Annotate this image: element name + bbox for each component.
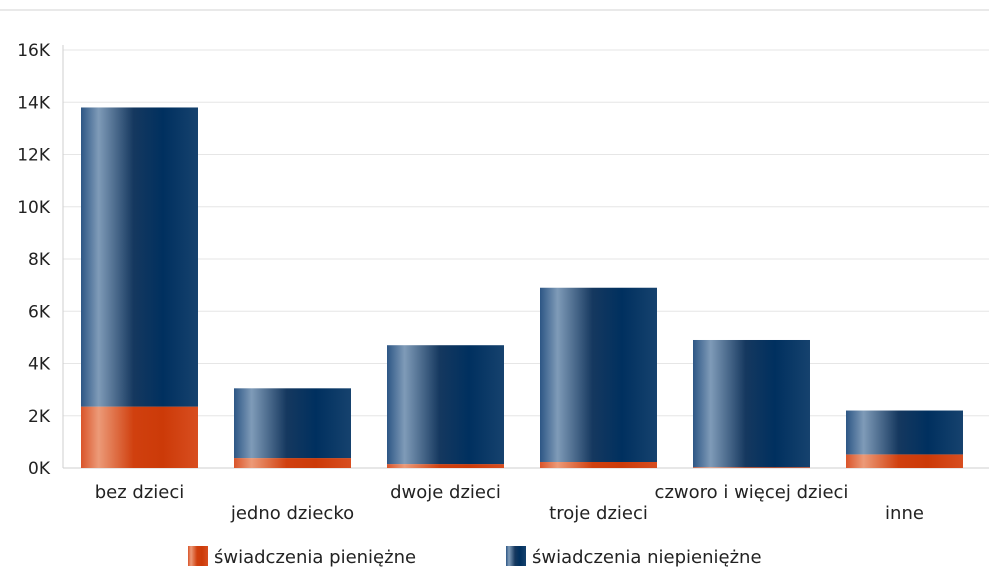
bar-niepieniezne-4[interactable] <box>693 339 810 468</box>
y-tick-label: 14K <box>17 93 51 113</box>
y-tick-label: 10K <box>17 198 51 218</box>
x-category-label: bez dzieci <box>95 482 185 503</box>
y-axis: 0K 2K 4K 6K 8K 10K 12K 14K 16K <box>17 41 989 479</box>
y-tick-label: 6K <box>28 302 51 322</box>
legend-label[interactable]: świadczenia niepieniężne <box>532 547 762 568</box>
y-tick-label: 2K <box>28 407 51 427</box>
bar-pieniezne-3[interactable] <box>540 461 657 468</box>
x-category-label: czworo i więcej dzieci <box>655 482 849 503</box>
legend-swatch-0 <box>188 546 208 566</box>
y-tick-label: 8K <box>28 250 51 270</box>
legend: świadczenia pieniężne świadczenia niepien… <box>188 546 762 568</box>
bar-niepieniezne-5[interactable] <box>846 410 963 455</box>
bar-pieniezne-5[interactable] <box>846 454 963 468</box>
bar-pieniezne-0[interactable] <box>81 406 198 468</box>
y-tick-label: 0K <box>28 459 51 479</box>
bar-niepieniezne-2[interactable] <box>387 345 504 465</box>
top-divider <box>0 9 989 11</box>
grid-lines <box>63 49 989 417</box>
y-tick-label: 16K <box>17 41 51 61</box>
bars <box>81 107 963 468</box>
x-category-label: inne <box>885 503 924 524</box>
bar-niepieniezne-1[interactable] <box>234 388 351 459</box>
y-tick-label: 4K <box>28 355 51 375</box>
bar-pieniezne-4[interactable] <box>693 467 810 468</box>
bar-pieniezne-2[interactable] <box>387 464 504 468</box>
bar-pieniezne-1[interactable] <box>234 458 351 468</box>
y-tick-label: 12K <box>17 146 51 166</box>
legend-swatch-1 <box>506 546 526 566</box>
category-labels: bez dzieci jedno dziecko dwoje dzieci troje… <box>95 482 924 524</box>
legend-label[interactable]: świadczenia pieniężne <box>214 547 416 568</box>
x-category-label: jedno dziecko <box>230 503 354 524</box>
x-category-label: troje dzieci <box>549 503 648 524</box>
bar-niepieniezne-3[interactable] <box>540 287 657 462</box>
x-category-label: dwoje dzieci <box>390 482 501 503</box>
bar-niepieniezne-0[interactable] <box>81 107 198 407</box>
